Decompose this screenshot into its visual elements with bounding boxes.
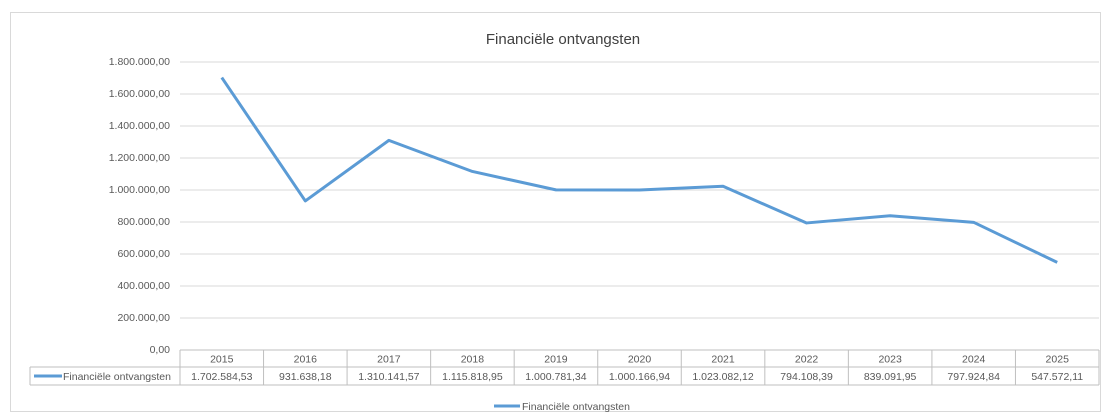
y-tick-label: 200.000,00 — [117, 312, 170, 324]
x-tick-label: 2021 — [711, 353, 735, 365]
x-tick-label: 2018 — [461, 353, 485, 365]
x-tick-label: 2023 — [878, 353, 902, 365]
x-tick-label: 2020 — [628, 353, 652, 365]
data-label: 931.638,18 — [279, 371, 332, 383]
y-tick-label: 0,00 — [150, 344, 171, 356]
data-label: 1.310.141,57 — [358, 371, 419, 383]
legend-label: Financiële ontvangsten — [522, 401, 630, 413]
data-label: 1.000.166,94 — [609, 371, 670, 383]
x-tick-label: 2015 — [210, 353, 234, 365]
y-tick-label: 800.000,00 — [117, 216, 170, 228]
y-tick-label: 1.000.000,00 — [109, 184, 170, 196]
y-tick-label: 600.000,00 — [117, 248, 170, 260]
y-tick-label: 1.600.000,00 — [109, 88, 170, 100]
series-name: Financiële ontvangsten — [63, 371, 171, 383]
y-tick-label: 1.400.000,00 — [109, 120, 170, 132]
data-label: 547.572,11 — [1031, 371, 1083, 383]
y-tick-label: 1.200.000,00 — [109, 152, 170, 164]
chart-title: Financiële ontvangsten — [486, 31, 640, 48]
data-label: 839.091,95 — [864, 371, 917, 383]
data-label: 1.702.584,53 — [191, 371, 252, 383]
line — [220, 76, 1058, 264]
x-tick-label: 2024 — [962, 353, 986, 365]
data-label: 1.023.082,12 — [692, 371, 753, 383]
y-tick-label: 1.800.000,00 — [109, 56, 170, 68]
data-label: 1.115.818,95 — [442, 371, 503, 383]
data-label: 794.108,39 — [780, 371, 833, 383]
data-label: 797.924,84 — [947, 371, 1000, 383]
x-tick-label: 2022 — [795, 353, 819, 365]
x-tick-label: 2016 — [294, 353, 318, 365]
y-tick-label: 400.000,00 — [117, 280, 170, 292]
x-tick-label: 2025 — [1046, 353, 1070, 365]
chart-border — [10, 12, 1101, 412]
data-label: 1.000.781,34 — [525, 371, 586, 383]
x-tick-label: 2017 — [377, 353, 401, 365]
x-tick-label: 2019 — [544, 353, 568, 365]
